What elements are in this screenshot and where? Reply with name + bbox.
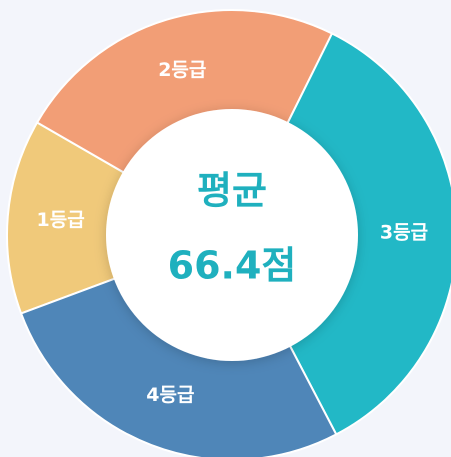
center-value: 66.4점 [168, 244, 297, 288]
segment-label: 2등급 [158, 59, 206, 81]
donut [6, 9, 451, 457]
labels: 1등급 2등급 3등급 4등급 [37, 59, 429, 406]
segment-label: 3등급 [380, 222, 428, 244]
center-circle [106, 109, 358, 361]
segment-label: 1등급 [37, 209, 85, 231]
segment-label: 4등급 [146, 384, 194, 406]
center-title: 평균 [197, 169, 267, 213]
